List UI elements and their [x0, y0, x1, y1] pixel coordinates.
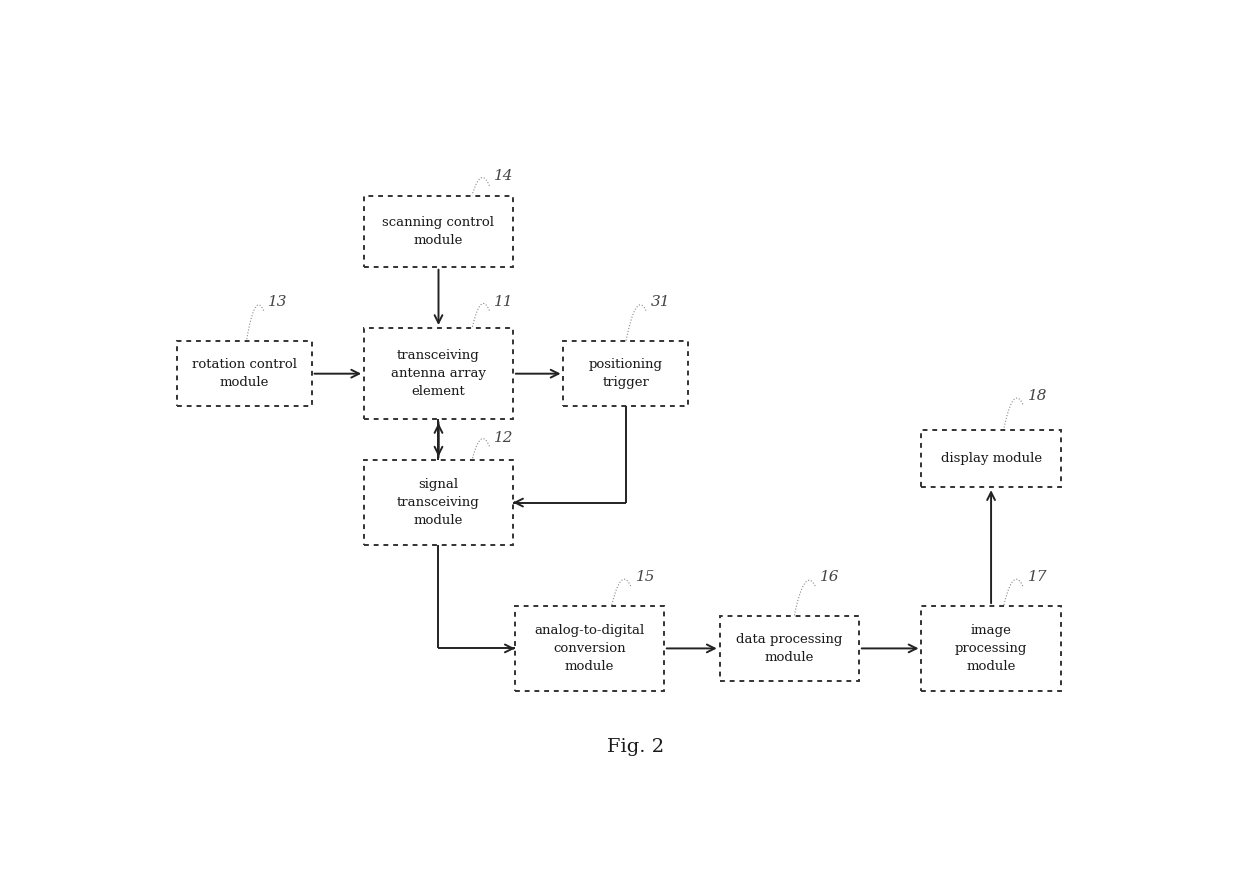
- Text: 14: 14: [495, 169, 513, 183]
- Bar: [365, 460, 513, 545]
- Text: rotation control
module: rotation control module: [192, 359, 296, 389]
- Text: Fig. 2: Fig. 2: [606, 737, 665, 756]
- Text: transceiving
antenna array
element: transceiving antenna array element: [391, 349, 486, 398]
- Bar: [563, 342, 688, 406]
- Text: 13: 13: [268, 295, 288, 309]
- Text: 31: 31: [651, 295, 671, 309]
- Bar: [515, 606, 663, 691]
- Bar: [365, 328, 513, 419]
- Text: signal
transceiving
module: signal transceiving module: [397, 478, 480, 527]
- Text: 15: 15: [635, 570, 655, 584]
- Bar: [177, 342, 311, 406]
- Bar: [365, 196, 513, 267]
- Text: 12: 12: [495, 431, 513, 445]
- Text: image
processing
module: image processing module: [955, 624, 1027, 673]
- Text: positioning
trigger: positioning trigger: [589, 359, 663, 389]
- Bar: [719, 616, 859, 681]
- Text: 16: 16: [820, 570, 839, 584]
- Text: analog-to-digital
conversion
module: analog-to-digital conversion module: [534, 624, 645, 673]
- Text: 17: 17: [1028, 570, 1047, 584]
- Text: 18: 18: [1028, 389, 1047, 403]
- Bar: [921, 430, 1060, 487]
- Text: 11: 11: [495, 295, 513, 309]
- Text: data processing
module: data processing module: [737, 633, 842, 664]
- Text: scanning control
module: scanning control module: [382, 216, 495, 247]
- Text: display module: display module: [940, 452, 1042, 465]
- Bar: [921, 606, 1060, 691]
